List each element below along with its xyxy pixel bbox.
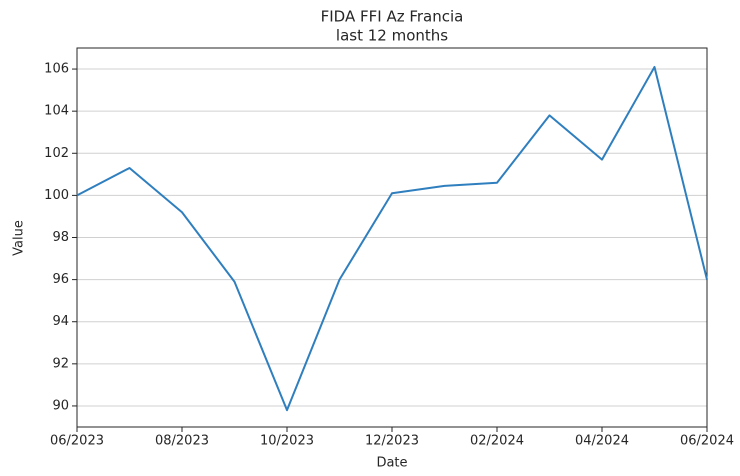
y-tick-label: 92 [52, 356, 69, 371]
y-tick-label: 90 [52, 398, 69, 413]
y-tick-label: 106 [44, 62, 69, 77]
y-tick-label: 104 [44, 104, 69, 119]
x-axis-label: Date [376, 456, 407, 471]
y-tick-label: 102 [44, 146, 69, 161]
y-tick-label: 98 [52, 230, 69, 245]
chart-title: FIDA FFI Az Francia [321, 8, 464, 26]
x-tick-label: 10/2023 [260, 434, 314, 449]
x-tick-label: 08/2023 [155, 434, 209, 449]
plot-frame [76, 47, 708, 428]
data-line [76, 65, 708, 412]
x-tick-label: 06/2023 [50, 434, 104, 449]
x-tick-label: 12/2023 [365, 434, 419, 449]
x-tick-label: 06/2024 [680, 434, 734, 449]
y-axis-label: Value [12, 220, 27, 256]
chart-subtitle: last 12 months [336, 27, 448, 45]
x-tick-label: 02/2024 [470, 434, 524, 449]
y-tick-label: 100 [44, 188, 69, 203]
y-tick-label: 96 [52, 272, 69, 287]
x-tick-label: 04/2024 [575, 434, 629, 449]
y-tick-label: 94 [52, 314, 69, 329]
